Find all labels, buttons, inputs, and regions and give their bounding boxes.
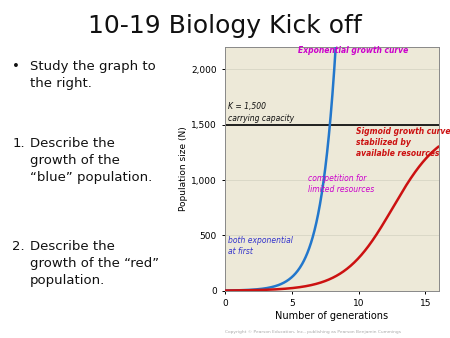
Text: Describe the
growth of the “red”
population.: Describe the growth of the “red” populat…	[30, 240, 159, 287]
Text: 2.: 2.	[13, 240, 25, 253]
Text: •: •	[13, 59, 20, 73]
Text: 1.: 1.	[13, 137, 25, 150]
Text: 10-19 Biology Kick off: 10-19 Biology Kick off	[88, 14, 362, 38]
Text: both exponential
at first: both exponential at first	[228, 236, 292, 257]
Y-axis label: Population size (N): Population size (N)	[179, 127, 188, 211]
Text: K = 1,500
carrying capacity: K = 1,500 carrying capacity	[228, 102, 294, 123]
Text: competition for
limited resources: competition for limited resources	[308, 174, 374, 194]
Text: Sigmoid growth curve
stabilized by
available resources: Sigmoid growth curve stabilized by avail…	[356, 127, 450, 158]
X-axis label: Number of generations: Number of generations	[275, 311, 388, 321]
Text: Study the graph to
the right.: Study the graph to the right.	[30, 59, 156, 90]
Text: Describe the
growth of the
“blue” population.: Describe the growth of the “blue” popula…	[30, 137, 153, 184]
Text: Copyright © Pearson Education, Inc., publishing as Pearson Benjamin Cummings: Copyright © Pearson Education, Inc., pub…	[225, 330, 401, 334]
Text: Exponential growth curve: Exponential growth curve	[298, 46, 409, 55]
